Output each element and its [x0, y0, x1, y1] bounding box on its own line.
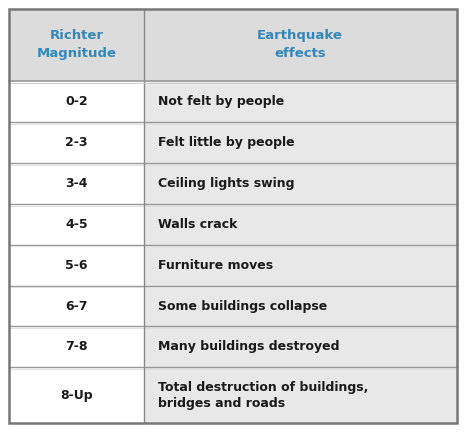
- Bar: [144, 163, 457, 204]
- Text: Ceiling lights swing: Ceiling lights swing: [158, 177, 294, 190]
- Bar: [9, 9, 457, 81]
- Text: Felt little by people: Felt little by people: [158, 136, 294, 149]
- Bar: [9, 245, 144, 286]
- Bar: [9, 286, 144, 327]
- Bar: [9, 204, 144, 245]
- Text: 7-8: 7-8: [65, 340, 88, 353]
- Bar: [144, 204, 457, 245]
- Text: Richter
Magnitude: Richter Magnitude: [36, 29, 116, 60]
- Bar: [144, 122, 457, 163]
- Bar: [144, 367, 457, 423]
- Bar: [9, 367, 144, 423]
- Bar: [144, 245, 457, 286]
- Text: Earthquake
effects: Earthquake effects: [257, 29, 343, 60]
- Bar: [9, 81, 144, 122]
- Text: 4-5: 4-5: [65, 218, 88, 231]
- Bar: [9, 122, 144, 163]
- Bar: [144, 327, 457, 367]
- Text: 0-2: 0-2: [65, 95, 88, 108]
- Text: Many buildings destroyed: Many buildings destroyed: [158, 340, 339, 353]
- Text: Total destruction of buildings,
bridges and roads: Total destruction of buildings, bridges …: [158, 381, 368, 410]
- Text: 2-3: 2-3: [65, 136, 88, 149]
- Text: Some buildings collapse: Some buildings collapse: [158, 299, 327, 313]
- Text: 5-6: 5-6: [65, 259, 88, 272]
- Bar: [144, 81, 457, 122]
- Text: Furniture moves: Furniture moves: [158, 259, 273, 272]
- Text: 6-7: 6-7: [65, 299, 88, 313]
- Text: 8-Up: 8-Up: [60, 389, 93, 402]
- Text: Not felt by people: Not felt by people: [158, 95, 284, 108]
- Bar: [9, 327, 144, 367]
- Text: Walls crack: Walls crack: [158, 218, 237, 231]
- Bar: [144, 286, 457, 327]
- Text: 3-4: 3-4: [65, 177, 88, 190]
- Bar: [9, 163, 144, 204]
